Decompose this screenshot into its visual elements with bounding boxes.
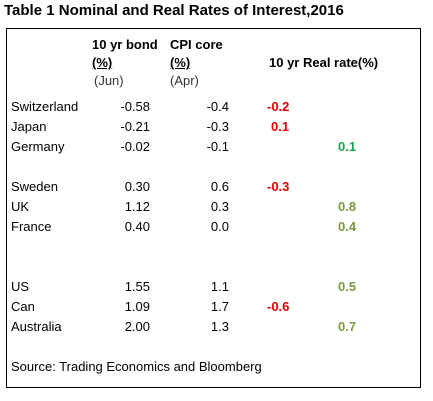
real-rate-positive: 0.4 — [338, 219, 357, 234]
country-label: US — [11, 279, 30, 294]
bond-value: -0.02 — [120, 139, 150, 154]
real-rate-negative: -0.6 — [267, 299, 290, 314]
country-label: Australia — [11, 319, 62, 334]
country-label: France — [11, 219, 52, 234]
cpi-value: -0.1 — [206, 139, 229, 154]
bond-value: 1.12 — [124, 199, 150, 214]
bond-value: -0.58 — [120, 99, 150, 114]
real-rate-positive: 0.7 — [338, 319, 357, 334]
bond-value: 0.40 — [124, 219, 150, 234]
header-cpi-line1: CPI core — [170, 37, 223, 52]
source-note: Source: Trading Economics and Bloomberg — [11, 359, 262, 374]
cpi-value: -0.4 — [206, 99, 229, 114]
header-bond-line1: 10 yr bond — [92, 37, 158, 52]
cpi-value: -0.3 — [206, 119, 229, 134]
country-label: Japan — [11, 119, 47, 134]
country-label: Switzerland — [11, 99, 79, 114]
cpi-value: 1.1 — [210, 279, 229, 294]
country-label: Can — [11, 299, 35, 314]
rates-table: 10 yr bond (%) (Jun) CPI core (%) (Apr) … — [6, 28, 421, 388]
bond-value: -0.21 — [120, 119, 150, 134]
table-title: Table 1 Nominal and Real Rates of Intere… — [4, 2, 344, 19]
header-cpi-line3: (Apr) — [170, 73, 199, 88]
real-rate-positive: 0.1 — [338, 139, 357, 154]
header-real-rate: 10 yr Real rate(%) — [269, 55, 379, 70]
cpi-value: 0.0 — [210, 219, 229, 234]
country-label: Germany — [11, 139, 65, 154]
country-label: UK — [11, 199, 30, 214]
country-label: Sweden — [11, 179, 58, 194]
real-rate-negative: 0.1 — [271, 119, 290, 134]
cpi-value: 1.3 — [210, 319, 229, 334]
cpi-value: 1.7 — [210, 299, 229, 314]
bond-value: 2.00 — [124, 319, 150, 334]
real-rate-negative: -0.3 — [267, 179, 290, 194]
real-rate-positive: 0.8 — [338, 199, 357, 214]
cpi-value: 0.3 — [210, 199, 229, 214]
bond-value: 1.09 — [124, 299, 150, 314]
cpi-value: 0.6 — [210, 179, 229, 194]
header-bond-line2: (%) — [92, 55, 113, 70]
real-rate-positive: 0.5 — [338, 279, 357, 294]
header-cpi-line2: (%) — [170, 55, 191, 70]
bond-value: 1.55 — [124, 279, 150, 294]
header-bond-line3: (Jun) — [94, 73, 124, 88]
bond-value: 0.30 — [124, 179, 150, 194]
real-rate-negative: -0.2 — [267, 99, 290, 114]
